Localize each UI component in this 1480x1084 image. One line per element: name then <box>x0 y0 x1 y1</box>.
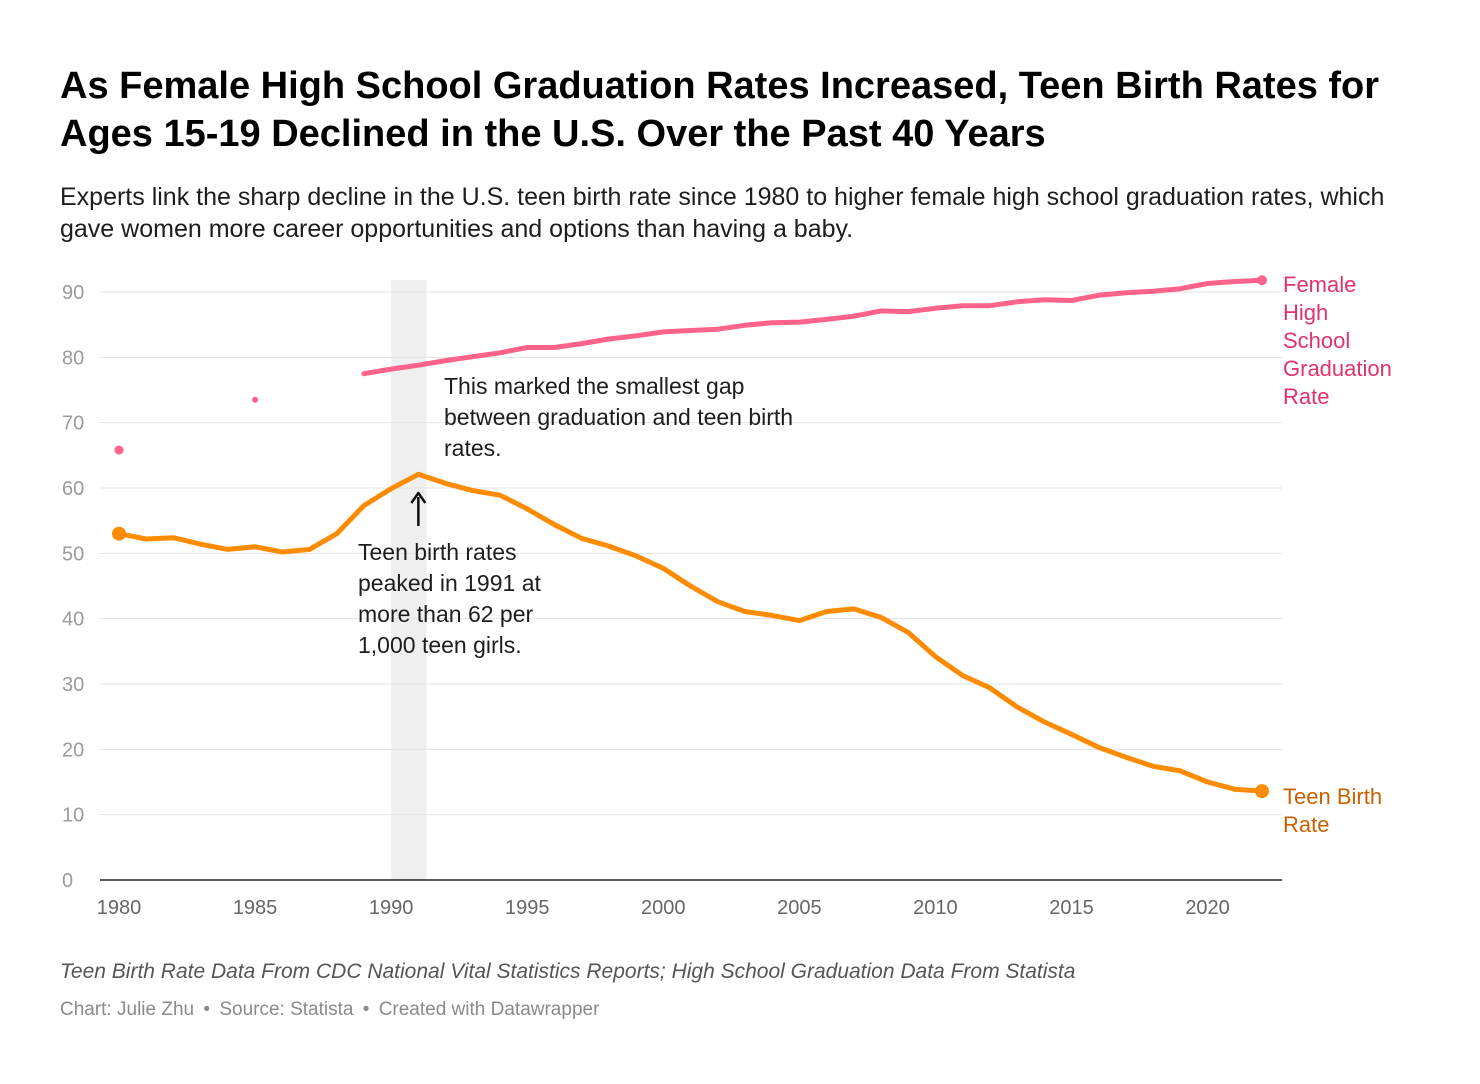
y-tick-label: 80 <box>62 347 84 369</box>
credit-author: Chart: Julie Zhu <box>60 999 195 1020</box>
chart-title: As Female High School Graduation Rates I… <box>60 65 1380 155</box>
highlight-band <box>391 280 427 880</box>
annotation-line: between graduation and teen birth <box>444 404 793 430</box>
x-tick-label: 1980 <box>97 897 142 919</box>
annotation-line: 1,000 teen girls. <box>358 632 522 658</box>
teen-birth-rate-start-marker <box>112 526 126 541</box>
y-tick-label: 0 <box>62 870 73 892</box>
chart-credits: Chart: Julie Zhu • Source: Statista • Cr… <box>60 999 599 1021</box>
grid-layer <box>100 291 1282 881</box>
annotation-smallest-gap: This marked the smallest gap between grad… <box>444 373 793 461</box>
graduation-rate-label: Female High School Graduation Rate <box>1283 272 1392 409</box>
y-tick-label: 50 <box>62 543 84 565</box>
annotation-peak: Teen birth rates peaked in 1991 at more th… <box>358 539 541 658</box>
series-label-line: High <box>1283 300 1328 325</box>
y-tick-label: 10 <box>62 805 84 827</box>
annotation-line: This marked the smallest gap <box>444 373 744 399</box>
graduation-rate-point <box>114 445 124 455</box>
series-label-line: Graduation <box>1283 356 1392 381</box>
x-tick-label: 2010 <box>913 897 958 919</box>
x-tick-labels: 1980 1985 1990 1995 2000 2005 2010 2015 2020 <box>97 897 1230 919</box>
y-tick-label: 40 <box>62 609 84 631</box>
graduation-rate-end-marker <box>1257 275 1267 286</box>
series-label-line: School <box>1283 328 1350 353</box>
annotation-line: peaked in 1991 at <box>358 570 541 596</box>
chart-notes: Teen Birth Rate Data From CDC National V… <box>60 960 1076 983</box>
teen-birth-rate-line <box>116 471 1265 794</box>
annotation-line: rates. <box>444 435 502 461</box>
annotation-line: more than 62 per <box>358 601 534 627</box>
annotation-arrow-head <box>410 491 427 504</box>
x-tick-label: 1985 <box>233 897 278 919</box>
credit-source: Source: Statista <box>219 999 354 1020</box>
x-tick-label: 1990 <box>369 897 414 919</box>
graduation-rate-point <box>252 396 259 403</box>
x-tick-label: 2020 <box>1185 897 1230 919</box>
x-tick-label: 2005 <box>777 897 822 919</box>
series-label-line: Teen Birth <box>1283 784 1382 809</box>
annotations: This marked the smallest gap between grad… <box>358 373 793 658</box>
x-tick-label: 2015 <box>1049 897 1094 919</box>
annotation-line: Teen birth rates <box>358 539 517 565</box>
series-layer <box>112 275 1269 799</box>
chart-subtitle: Experts link the sharp decline in the U.… <box>60 183 1385 243</box>
x-tick-label: 1995 <box>505 897 550 919</box>
x-tick-label: 2000 <box>641 897 686 919</box>
credit-separator: • <box>203 999 211 1020</box>
credit-separator: • <box>362 999 370 1020</box>
series-label-line: Rate <box>1283 812 1329 837</box>
series-label-line: Rate <box>1283 384 1329 409</box>
y-tick-label: 70 <box>62 413 84 435</box>
series-label-line: Female <box>1283 272 1356 297</box>
graduation-rate-line <box>361 277 1265 377</box>
y-tick-label: 20 <box>62 739 84 761</box>
teen-birth-rate-end-marker <box>1255 784 1269 799</box>
credit-tool: Created with Datawrapper <box>378 999 600 1020</box>
y-tick-label: 90 <box>62 282 84 304</box>
y-tick-label: 30 <box>62 674 84 696</box>
highlight-layer <box>391 280 427 880</box>
teen-birth-rate-label: Teen Birth Rate <box>1283 784 1382 837</box>
y-tick-label: 60 <box>62 478 84 500</box>
y-tick-labels: 0 10 20 30 40 50 60 70 80 90 <box>62 282 84 892</box>
